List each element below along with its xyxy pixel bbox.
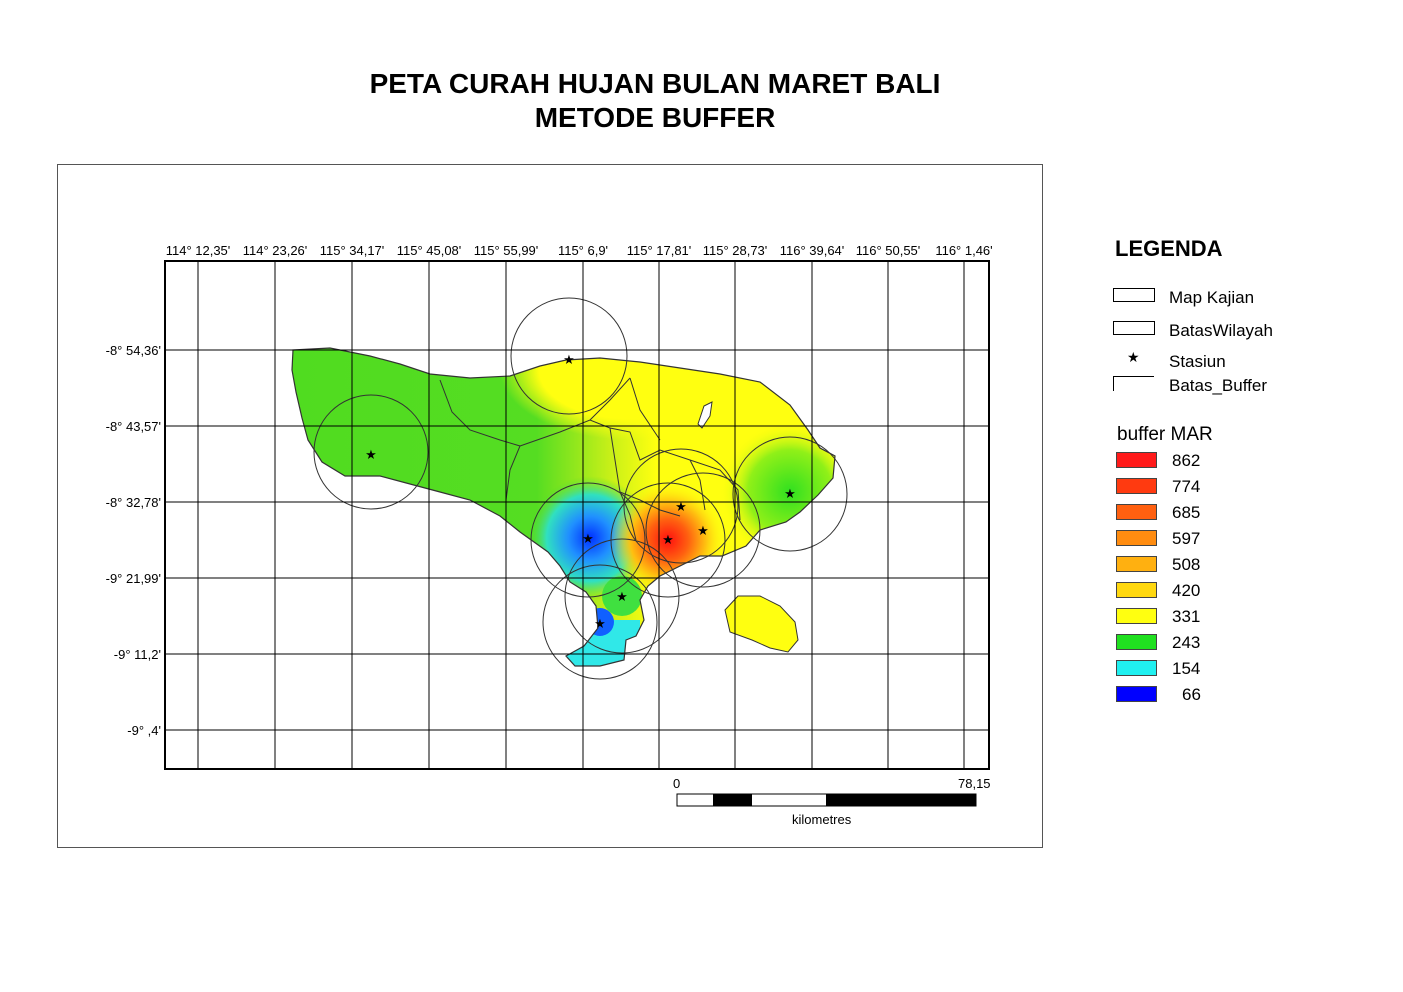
lon-label: 115° 34,17' (320, 243, 385, 258)
color-swatch (1116, 686, 1157, 702)
color-swatch (1116, 608, 1157, 624)
color-swatch (1116, 504, 1157, 520)
station-star: ★ (697, 524, 709, 539)
lat-label: -8° 43,57' (106, 419, 161, 434)
map-title-line2: METODE BUFFER (534, 102, 776, 133)
lat-label: -8° 54,36' (106, 343, 161, 358)
station-star: ★ (662, 533, 674, 548)
station-star: ★ (563, 353, 575, 368)
color-swatch (1116, 582, 1157, 598)
class-value-label: 862 (1172, 451, 1201, 470)
class-value-label: 154 (1172, 659, 1201, 678)
lon-label: 115° 6,9' (558, 243, 608, 258)
color-swatch (1116, 478, 1157, 494)
station-star: ★ (594, 617, 606, 632)
lon-label: 116° 1,46' (935, 243, 992, 258)
color-swatch (1116, 634, 1157, 650)
legend-item-label: Stasiun (1169, 352, 1226, 371)
scale-start-label: 0 (673, 776, 681, 791)
box-symbol (1113, 321, 1155, 335)
buffer-boundaries (313, 297, 848, 680)
admin-boundaries (439, 377, 741, 541)
class-value-label: 66 (1182, 685, 1201, 704)
color-swatch (1116, 660, 1157, 676)
box-symbol (1113, 288, 1155, 302)
class-value-label: 597 (1172, 529, 1201, 548)
legend-item-label: Batas_Buffer (1169, 376, 1267, 395)
scale-end-label: 78,15 (958, 776, 991, 791)
station-star: ★ (365, 448, 377, 463)
legend-item-label: Map Kajian (1169, 288, 1255, 307)
map-title-line1: PETA CURAH HUJAN BULAN MARET BALI (369, 68, 941, 99)
map-frame (57, 164, 1043, 848)
lon-label: 115° 45,08' (397, 243, 462, 258)
color-swatch (1116, 530, 1157, 546)
class-value-label: 508 (1172, 555, 1201, 574)
box-symbol (1113, 376, 1154, 391)
lat-label: -9° ,4' (127, 723, 161, 738)
lon-label: 115° 28,73' (703, 243, 768, 258)
lat-label: -9° 21,99' (106, 571, 161, 586)
station-star: ★ (675, 500, 687, 515)
lat-label: -8° 32,78' (106, 495, 161, 510)
legend-title: LEGENDA (1115, 236, 1223, 261)
legend-item-label: BatasWilayah (1169, 321, 1273, 340)
class-value-label: 774 (1172, 477, 1201, 496)
class-value-label: 685 (1172, 503, 1201, 522)
class-value-label: 243 (1172, 633, 1201, 652)
scale-unit-label: kilometres (792, 812, 852, 827)
color-swatch (1116, 556, 1157, 572)
map-neatline (164, 260, 990, 770)
scale-bar (676, 793, 977, 807)
station-star: ★ (616, 590, 628, 605)
station-star: ★ (582, 532, 594, 547)
buffer-legend-title: buffer MAR (1117, 424, 1213, 445)
lake (697, 401, 713, 429)
graticule (165, 261, 989, 769)
star-icon: ★ (1127, 349, 1140, 365)
lon-label: 114° 23,26' (243, 243, 308, 258)
lon-label: 116° 50,55' (856, 243, 921, 258)
lon-label: 116° 39,64' (780, 243, 845, 258)
class-value-label: 420 (1172, 581, 1201, 600)
class-value-label: 331 (1172, 607, 1201, 626)
lat-label: -9° 11,2' (114, 647, 161, 662)
nusa-penida-island (724, 595, 799, 653)
color-swatch (1116, 452, 1157, 468)
station-star: ★ (784, 487, 796, 502)
lon-label: 115° 55,99' (474, 243, 539, 258)
lon-label: 114° 12,35' (166, 243, 231, 258)
lon-label: 115° 17,81' (627, 243, 692, 258)
